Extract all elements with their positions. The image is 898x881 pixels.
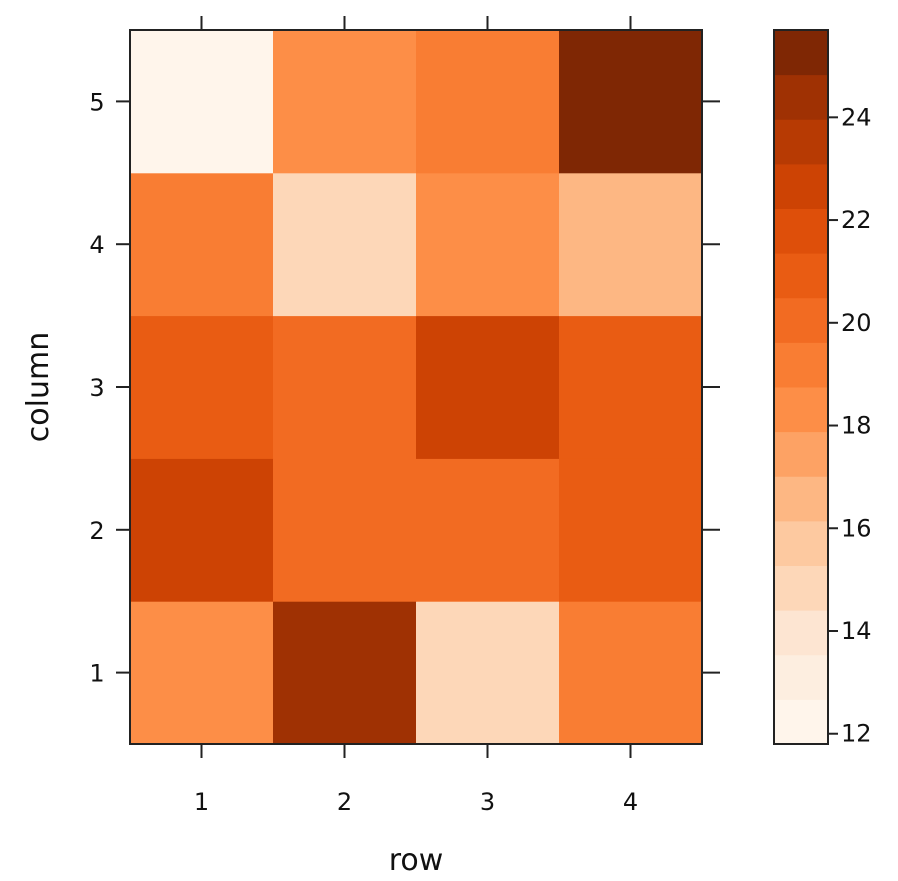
heatmap-cell-3-1 [416, 601, 560, 745]
heatmap-cell-3-5 [416, 30, 560, 174]
colorbar-segment [774, 208, 828, 254]
heatmap-cell-1-4 [130, 172, 274, 317]
heatmap-cells [130, 30, 703, 745]
colorbar-segment [774, 610, 828, 656]
colorbar-segment [774, 253, 828, 299]
colorbar: 12 14 16 18 20 22 24 [773, 29, 872, 748]
colorbar-segment [774, 74, 828, 120]
colorbar-segment [774, 119, 828, 165]
x-tick-label: 2 [337, 788, 352, 816]
colorbar-segment [774, 431, 828, 477]
colorbar-frame [773, 29, 829, 745]
heatmap-cell-2-5 [273, 30, 417, 174]
heatmap-cell-4-1 [559, 601, 703, 745]
colorbar-segment [774, 565, 828, 611]
heatmap-cell-4-2 [559, 458, 703, 602]
y-tick-label: 5 [89, 88, 104, 116]
heatmap-cell-2-3 [273, 315, 417, 459]
colorbar-segment [774, 342, 828, 388]
heatmap-cell-1-3 [130, 315, 274, 459]
colorbar-segment [774, 297, 828, 343]
colorbar-segment [774, 699, 828, 745]
y-axis: 1 2 3 4 5 [89, 88, 720, 688]
colorbar-tick-label: 22 [841, 206, 872, 234]
colorbar-tick-label: 16 [841, 514, 872, 542]
colorbar-tick-label: 12 [841, 720, 872, 748]
y-axis-title: column [21, 332, 56, 442]
heatmap-cell-2-4 [273, 172, 417, 317]
colorbar-segment [774, 387, 828, 433]
x-tick-label: 4 [623, 788, 638, 816]
heatmap-cell-3-2 [416, 458, 560, 602]
colorbar-tick-label: 20 [841, 309, 872, 337]
colorbar-tick-label: 24 [841, 103, 872, 131]
heatmap-cell-3-4 [416, 172, 560, 317]
heatmap-cell-4-4 [559, 172, 703, 317]
y-tick-label: 1 [89, 660, 104, 688]
heatmap-cell-2-1 [273, 601, 417, 745]
heatmap-cell-2-2 [273, 458, 417, 602]
y-tick-label: 3 [89, 374, 104, 402]
colorbar-segment [774, 30, 828, 76]
y-tick-label: 4 [89, 231, 104, 259]
heatmap-cell-1-1 [130, 601, 274, 745]
x-axis: 1 2 3 4 [194, 16, 638, 816]
colorbar-segment [774, 163, 828, 209]
colorbar-tick-label: 14 [841, 617, 872, 645]
heatmap-cell-3-3 [416, 315, 560, 459]
heatmap-cell-4-3 [559, 315, 703, 459]
x-tick-label: 3 [480, 788, 495, 816]
x-tick-label: 1 [194, 788, 209, 816]
heatmap-cell-1-2 [130, 458, 274, 602]
colorbar-segment [774, 520, 828, 566]
heatmap-cell-1-5 [130, 30, 274, 174]
y-tick-label: 2 [89, 517, 104, 545]
colorbar-tick-label: 18 [841, 412, 872, 440]
x-axis-title: row [389, 843, 444, 878]
colorbar-segment [774, 654, 828, 700]
colorbar-segment [774, 476, 828, 522]
heatmap-cell-4-5 [559, 30, 703, 174]
